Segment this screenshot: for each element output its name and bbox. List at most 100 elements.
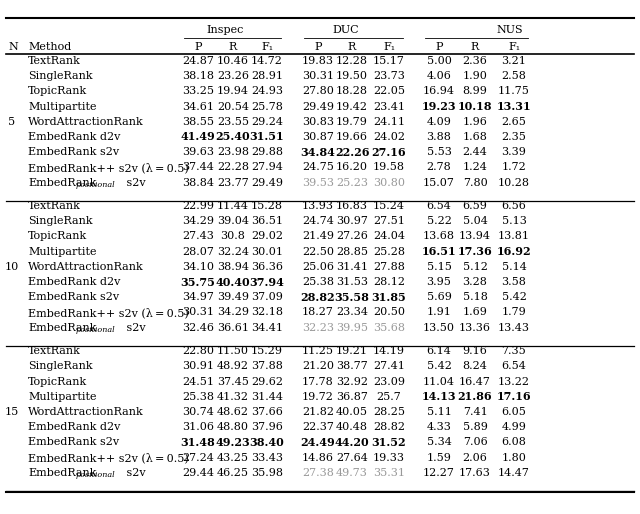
Text: 34.41: 34.41	[251, 323, 283, 333]
Text: 39.63: 39.63	[182, 147, 214, 157]
Text: EmbedRank: EmbedRank	[28, 323, 97, 333]
Text: NUS: NUS	[497, 25, 524, 35]
Text: 1.96: 1.96	[463, 117, 488, 127]
Text: 24.49: 24.49	[301, 437, 335, 448]
Text: P: P	[195, 42, 202, 52]
Text: 15.17: 15.17	[373, 56, 405, 66]
Text: 35.98: 35.98	[251, 468, 283, 478]
Text: 17.78: 17.78	[302, 377, 334, 387]
Text: 24.93: 24.93	[251, 86, 283, 97]
Text: N: N	[8, 42, 18, 52]
Text: 30.80: 30.80	[373, 178, 405, 188]
Text: 25.78: 25.78	[251, 102, 283, 112]
Text: R: R	[348, 42, 356, 52]
Text: 15.28: 15.28	[251, 201, 283, 211]
Text: 6.59: 6.59	[463, 201, 488, 211]
Text: 31.48: 31.48	[180, 437, 216, 448]
Text: 29.02: 29.02	[251, 231, 283, 242]
Text: Multipartite: Multipartite	[28, 392, 97, 402]
Text: 34.29: 34.29	[217, 307, 249, 318]
Text: TextRank: TextRank	[28, 201, 81, 211]
Text: 4.99: 4.99	[502, 422, 527, 432]
Text: 11.25: 11.25	[302, 346, 334, 356]
Text: 6.54: 6.54	[502, 361, 527, 371]
Text: 5.42: 5.42	[427, 361, 451, 371]
Text: 34.61: 34.61	[182, 102, 214, 112]
Text: 30.8: 30.8	[221, 231, 245, 242]
Text: 5.22: 5.22	[427, 216, 451, 226]
Text: 5.89: 5.89	[463, 422, 488, 432]
Text: 35.58: 35.58	[335, 292, 369, 303]
Text: 30.87: 30.87	[302, 132, 334, 142]
Text: 23.98: 23.98	[217, 147, 249, 157]
Text: 11.04: 11.04	[423, 377, 455, 387]
Text: 10: 10	[5, 262, 19, 272]
Text: 7.80: 7.80	[463, 178, 488, 188]
Text: 6.08: 6.08	[502, 437, 527, 447]
Text: 48.62: 48.62	[217, 407, 249, 417]
Text: 16.47: 16.47	[459, 377, 491, 387]
Text: 22.05: 22.05	[373, 86, 405, 97]
Text: 5.53: 5.53	[427, 147, 451, 157]
Text: DUC: DUC	[333, 25, 359, 35]
Text: 29.49: 29.49	[302, 102, 334, 112]
Text: 36.61: 36.61	[217, 323, 249, 333]
Text: TopicRank: TopicRank	[28, 231, 87, 242]
Text: 32.24: 32.24	[217, 247, 249, 256]
Text: 29.44: 29.44	[182, 468, 214, 478]
Text: 2.65: 2.65	[502, 117, 527, 127]
Text: 27.80: 27.80	[302, 86, 334, 97]
Text: 30.31: 30.31	[182, 307, 214, 318]
Text: 29.49: 29.49	[251, 178, 283, 188]
Text: 1.91: 1.91	[427, 307, 451, 318]
Text: 14.86: 14.86	[302, 452, 334, 463]
Text: 14.47: 14.47	[498, 468, 530, 478]
Text: 3.21: 3.21	[502, 56, 527, 66]
Text: 40.48: 40.48	[336, 422, 368, 432]
Text: 19.83: 19.83	[302, 56, 334, 66]
Text: 24.74: 24.74	[302, 216, 334, 226]
Text: EmbedRank: EmbedRank	[28, 468, 97, 478]
Text: EmbedRank++ s2v (λ = 0.5): EmbedRank++ s2v (λ = 0.5)	[28, 307, 189, 318]
Text: EmbedRank++ s2v (λ = 0.5): EmbedRank++ s2v (λ = 0.5)	[28, 452, 189, 463]
Text: WordAttractionRank: WordAttractionRank	[28, 407, 144, 417]
Text: 35.75: 35.75	[180, 277, 216, 287]
Text: 37.44: 37.44	[182, 162, 214, 172]
Text: EmbedRank s2v: EmbedRank s2v	[28, 147, 119, 157]
Text: 37.66: 37.66	[251, 407, 283, 417]
Text: 7.06: 7.06	[463, 437, 488, 447]
Text: 37.96: 37.96	[251, 422, 283, 432]
Text: 13.68: 13.68	[423, 231, 455, 242]
Text: 6.54: 6.54	[427, 201, 451, 211]
Text: 7.35: 7.35	[502, 346, 526, 356]
Text: 18.27: 18.27	[302, 307, 334, 318]
Text: 28.07: 28.07	[182, 247, 214, 256]
Text: 16.94: 16.94	[423, 86, 455, 97]
Text: 29.88: 29.88	[251, 147, 283, 157]
Text: 22.28: 22.28	[217, 162, 249, 172]
Text: R: R	[471, 42, 479, 52]
Text: 27.43: 27.43	[182, 231, 214, 242]
Text: 34.97: 34.97	[182, 292, 214, 302]
Text: 23.41: 23.41	[373, 102, 405, 112]
Text: 40.40: 40.40	[216, 277, 250, 287]
Text: 24.04: 24.04	[373, 231, 405, 242]
Text: TopicRank: TopicRank	[28, 86, 87, 97]
Text: 36.51: 36.51	[251, 216, 283, 226]
Text: 30.83: 30.83	[302, 117, 334, 127]
Text: 1.24: 1.24	[463, 162, 488, 172]
Text: 31.51: 31.51	[250, 132, 284, 142]
Text: 13.43: 13.43	[498, 323, 530, 333]
Text: positional: positional	[76, 326, 116, 334]
Text: TextRank: TextRank	[28, 56, 81, 66]
Text: 15.07: 15.07	[423, 178, 455, 188]
Text: EmbedRank++ s2v (λ = 0.5): EmbedRank++ s2v (λ = 0.5)	[28, 162, 189, 173]
Text: P: P	[314, 42, 322, 52]
Text: 25.23: 25.23	[336, 178, 368, 188]
Text: 23.34: 23.34	[336, 307, 368, 318]
Text: 24.02: 24.02	[373, 132, 405, 142]
Text: 29.62: 29.62	[251, 377, 283, 387]
Text: 17.16: 17.16	[497, 391, 531, 402]
Text: 41.49: 41.49	[180, 132, 216, 142]
Text: 30.31: 30.31	[302, 71, 334, 81]
